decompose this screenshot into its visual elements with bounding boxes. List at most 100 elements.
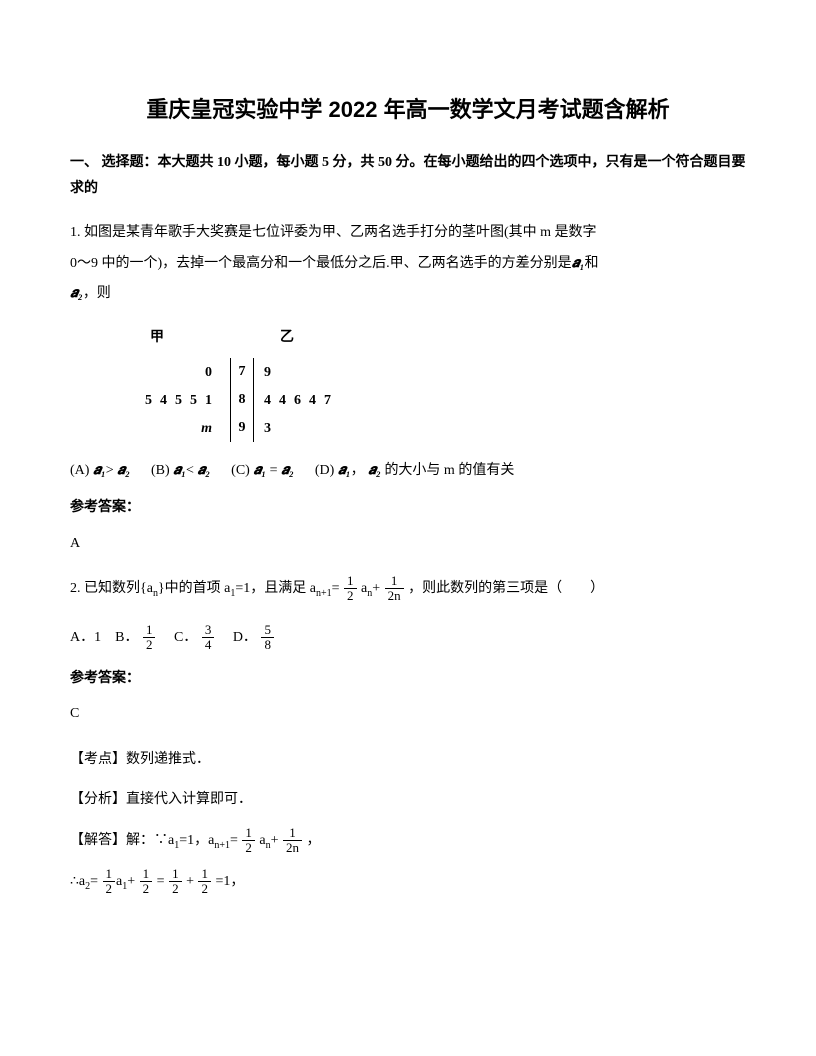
q1-options: (A) 𝒂₁> 𝒂₂ (B) 𝒂₁< 𝒂₂ (C) 𝒂₁ = 𝒂₂ (D) 𝒂₁…	[70, 457, 746, 485]
jieda1e: +	[271, 833, 279, 848]
q2-t1: 2. 已知数列{a	[70, 581, 153, 596]
q1-line3: 𝒂₂，则	[70, 279, 746, 310]
num: 1	[143, 623, 156, 638]
q1-line1: 1. 如图是某青年歌手大奖赛是七位评委为甲、乙两名选手打分的茎叶图(其中 m 是…	[70, 218, 746, 249]
kaodian-label: 【考点】	[70, 752, 126, 767]
q2-t1d: =	[332, 581, 340, 596]
q1-text4: ，则	[83, 286, 111, 301]
frac-half: 12	[169, 867, 182, 897]
fenxi-label: 【分析】	[70, 792, 126, 807]
q1-text3: 和	[584, 256, 598, 271]
sl-right: 3	[254, 416, 394, 441]
frac-2n: 12n	[385, 574, 404, 604]
num: 1	[198, 867, 211, 882]
opt-c: (C)	[231, 463, 250, 478]
opt-c-text: =	[270, 463, 278, 478]
sl-left: m	[100, 416, 230, 441]
den: 2	[169, 882, 182, 896]
q2-options: A．1 B． 12 C． 34 D． 58	[70, 623, 746, 653]
den: 2	[344, 589, 357, 603]
opt-a: A．1	[70, 630, 101, 645]
stem-leaf-plot: 甲 乙 0 7 9 54551 8 44647 m 9 3	[100, 325, 746, 442]
stem-leaf-row: 0 7 9	[100, 358, 746, 386]
var-a2: 𝒂₂	[117, 463, 130, 478]
jieda2c: =	[157, 874, 165, 889]
opt-b: B．	[115, 630, 138, 645]
sl-center: 7	[230, 358, 254, 386]
opt-d: (D)	[315, 463, 334, 478]
jieda-line2: ∴a2= 12a1+ 12 = 12 + 12 =1，	[70, 867, 746, 898]
opt-a-text: >	[106, 463, 114, 478]
jieda2d: +	[186, 874, 194, 889]
den: 2	[103, 882, 116, 896]
frac-half-a1: 12	[103, 867, 116, 897]
jieda1c: =	[230, 833, 238, 848]
q2-answer: C	[70, 701, 746, 726]
den: 8	[261, 638, 274, 652]
fenxi-text: 直接代入计算即可．	[126, 792, 252, 807]
var-a2: 𝒂₂	[368, 463, 381, 478]
frac-half: 12	[198, 867, 211, 897]
frac-half: 12	[242, 826, 255, 856]
stem-leaf-row: 54551 8 44647	[100, 386, 746, 414]
question-2: 2. 已知数列{an}中的首项 a1=1，且满足 an+1= 12 an+ 12…	[70, 574, 746, 605]
q2-t1c: =1，且满足 a	[235, 581, 316, 596]
opt-d: D．	[233, 630, 257, 645]
frac-half: 12	[140, 867, 153, 897]
sl-center: 9	[230, 414, 254, 442]
sl-left: 0	[100, 360, 230, 385]
kaodian-text: 数列递推式．	[126, 752, 210, 767]
den: 2	[198, 882, 211, 896]
sub-n1: n+1	[316, 588, 332, 599]
sl-center: 8	[230, 386, 254, 414]
var-a2: 𝒂₂	[197, 463, 210, 478]
var-a1: 𝒂₁	[93, 463, 106, 478]
var-a1: 𝒂₁	[173, 463, 186, 478]
frac-half: 12	[143, 623, 156, 653]
q1-text2: 0～9 中的一个)，去掉一个最高分和一个最低分之后.甲、乙两名选手的方差分别是	[70, 256, 572, 271]
num: 1	[103, 867, 116, 882]
sl-left: 54551	[100, 388, 230, 413]
var-a2: 𝒂₂	[70, 286, 83, 301]
num: 1	[344, 574, 357, 589]
q1-answer: A	[70, 531, 746, 556]
q2-t1g: ，则此数列的第三项是（ ）	[408, 581, 604, 596]
jieda2b: =	[90, 874, 98, 889]
header-yi: 乙	[255, 325, 335, 350]
sub-n1: n+1	[214, 840, 230, 851]
opt-c: C．	[174, 630, 197, 645]
q2-t1f: +	[372, 581, 380, 596]
stem-leaf-row: m 9 3	[100, 414, 746, 442]
den: 2	[140, 882, 153, 896]
sl-right: 44647	[254, 388, 394, 413]
jieda2e: =1，	[215, 874, 244, 889]
opt-d-text: ，	[351, 463, 365, 478]
opt-d-text2: 的大小与 m 的值有关	[384, 463, 514, 478]
sub-1: 1	[122, 881, 127, 892]
q1-line2: 0～9 中的一个)，去掉一个最高分和一个最低分之后.甲、乙两名选手的方差分别是𝒂…	[70, 249, 746, 280]
var-a1: 𝒂₁	[338, 463, 351, 478]
jieda1b: =1，a	[179, 833, 214, 848]
den: 4	[202, 638, 215, 652]
page-title: 重庆皇冠实验中学 2022 年高一数学文月考试题含解析	[70, 90, 746, 130]
jieda1f: ，	[307, 833, 321, 848]
jieda1: 解：∵a	[126, 833, 174, 848]
jieda-line1: 【解答】解：∵a1=1，an+1= 12 an+ 12n ，	[70, 826, 746, 857]
frac-half: 12	[344, 574, 357, 604]
jieda2a: ∴a	[70, 874, 85, 889]
frac-2n: 12n	[283, 826, 302, 856]
num: 1	[242, 826, 255, 841]
num: 1	[140, 867, 153, 882]
den: 2	[143, 638, 156, 652]
num: 1	[385, 574, 404, 589]
num: 1	[283, 826, 302, 841]
header-jia: 甲	[100, 325, 255, 350]
answer-label: 参考答案：	[70, 495, 746, 520]
den: 2n	[283, 841, 302, 855]
fenxi: 【分析】直接代入计算即可．	[70, 785, 746, 816]
num: 5	[261, 623, 274, 638]
frac-58: 58	[261, 623, 274, 653]
section-header: 一、 选择题：本大题共 10 小题，每小题 5 分，共 50 分。在每小题给出的…	[70, 150, 746, 203]
var-a1: 𝒂₁	[253, 463, 266, 478]
kaodian: 【考点】数列递推式．	[70, 745, 746, 776]
